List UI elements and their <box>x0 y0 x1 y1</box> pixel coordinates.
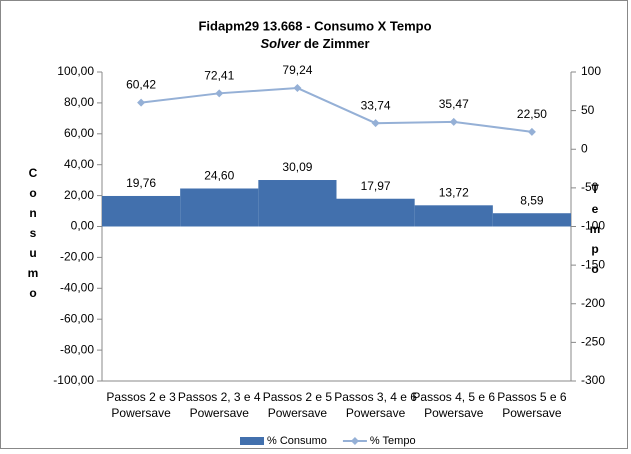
x-tick-label: Passos 4, 5 e 6 <box>412 390 495 404</box>
x-tick-label: Powersave <box>190 406 250 420</box>
x-tick-label: Powersave <box>268 406 328 420</box>
y2-tick-label: -50 <box>581 180 599 194</box>
x-tick-label: Passos 2, 3 e 4 <box>178 390 261 404</box>
y2-tick-label: 100 <box>581 64 601 78</box>
bar-value-label: 30,09 <box>282 160 312 174</box>
y-tick-label: 40,00 <box>64 157 94 171</box>
line-marker <box>371 119 380 128</box>
x-tick-label: Powersave <box>111 406 171 420</box>
y2-tick-label: -150 <box>581 257 605 271</box>
legend-label: % Consumo <box>267 435 327 447</box>
bar <box>336 198 415 227</box>
bar-value-label: 8,59 <box>520 193 544 207</box>
x-tick-label: Powersave <box>346 406 406 420</box>
y2-tick-label: 0 <box>581 141 588 155</box>
y-tick-label: 0,00 <box>71 219 95 233</box>
x-tick-label: Passos 2 e 3 <box>106 390 176 404</box>
x-tick-label: Passos 2 e 5 <box>263 390 333 404</box>
y2-tick-label: 50 <box>581 103 595 117</box>
chart-title: Fidapm29 13.668 - Consumo X Tempo <box>198 18 431 33</box>
y2-tick-label: -100 <box>581 219 605 233</box>
y2-axis-label: Tempo <box>588 182 602 282</box>
x-tick-label: Passos 3, 4 e 6 <box>334 390 417 404</box>
y-tick-label: -40,00 <box>60 280 94 294</box>
bar <box>180 188 259 227</box>
bar <box>258 180 337 227</box>
bar <box>102 195 181 227</box>
bar-value-label: 17,97 <box>361 179 391 193</box>
line-marker <box>449 117 458 126</box>
line-marker <box>137 98 146 107</box>
y-tick-label: -100,00 <box>53 373 94 387</box>
x-tick-label: Powersave <box>502 406 562 420</box>
y2-tick-label: -250 <box>581 335 605 349</box>
bar <box>492 213 571 227</box>
y2-tick-label: -300 <box>581 373 605 387</box>
y-tick-label: -60,00 <box>60 311 94 325</box>
y-tick-label: -20,00 <box>60 250 94 264</box>
x-tick-label: Powersave <box>424 406 484 420</box>
subtitle-rest: de Zimmer <box>304 36 370 51</box>
line-marker <box>527 127 536 136</box>
line-marker <box>215 89 224 98</box>
legend-marker <box>350 437 359 445</box>
bar-value-label: 19,76 <box>126 176 156 190</box>
line-value-label: 72,41 <box>204 68 234 82</box>
line-value-label: 60,42 <box>126 78 156 92</box>
legend-swatch <box>240 437 264 445</box>
y2-tick-label: -200 <box>581 296 605 310</box>
bar-value-label: 13,72 <box>439 185 469 199</box>
line <box>140 87 533 133</box>
line-value-label: 22,50 <box>517 107 547 121</box>
legend-label: % Tempo <box>370 435 416 447</box>
line-value-label: 35,47 <box>439 97 469 111</box>
y-tick-label: 100,00 <box>57 64 94 78</box>
y-tick-label: 20,00 <box>64 188 94 202</box>
y-tick-label: 60,00 <box>64 126 94 140</box>
bar-value-label: 24,60 <box>204 169 234 183</box>
y-tick-label: -80,00 <box>60 342 94 356</box>
bar <box>414 205 493 227</box>
chart-subtitle: Solver de Zimmer <box>260 36 369 51</box>
x-tick-label: Passos 5 e 6 <box>497 390 567 404</box>
line-marker <box>293 84 302 93</box>
y-axis-label: Consumo <box>26 166 40 306</box>
y-tick-label: 80,00 <box>64 95 94 109</box>
line-value-label: 33,74 <box>361 98 391 112</box>
line-value-label: 79,24 <box>282 63 312 77</box>
subtitle-italic: Solver <box>260 36 301 51</box>
